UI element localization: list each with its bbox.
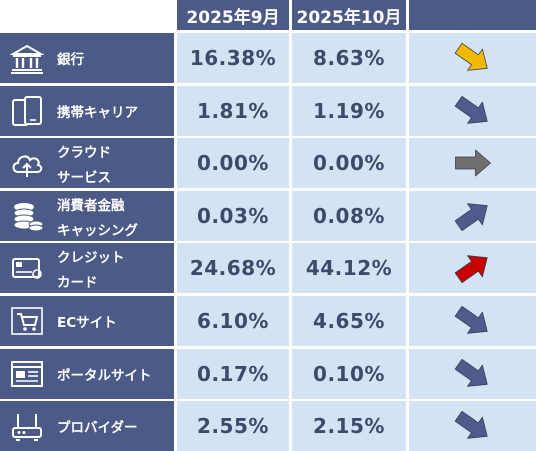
value-oct-2025: 0.00% bbox=[292, 138, 406, 188]
value-oct-2025: 4.65% bbox=[292, 296, 406, 346]
category-label: キャッシング bbox=[57, 222, 138, 239]
value-oct-2025: 44.12% bbox=[292, 243, 406, 293]
web-portal-icon bbox=[10, 358, 44, 390]
trend-arrow-down bbox=[454, 305, 488, 334]
category-label: ECサイト bbox=[57, 315, 117, 331]
value-sep-2025: 0.00% bbox=[177, 138, 289, 188]
trend-arrow-down bbox=[454, 358, 488, 387]
value-sep-2025: 2.55% bbox=[177, 401, 289, 451]
router-icon bbox=[10, 410, 44, 442]
value-sep-2025: 1.81% bbox=[177, 86, 289, 136]
value-sep-2025: 6.10% bbox=[177, 296, 289, 346]
value-oct-2025: 0.10% bbox=[292, 349, 406, 399]
category-label: カード bbox=[57, 274, 98, 291]
shopping-cart-icon bbox=[10, 305, 44, 337]
category-label: クラウド bbox=[57, 144, 111, 161]
value-oct-2025: 8.63% bbox=[292, 33, 406, 83]
category-cell: クラウド サービス bbox=[0, 138, 174, 188]
category-label: クレジット bbox=[57, 249, 125, 266]
header-oct-2025: 2025年10月 bbox=[292, 0, 406, 30]
value-sep-2025: 24.68% bbox=[177, 243, 289, 293]
value-oct-2025: 2.15% bbox=[292, 401, 406, 451]
trend-arrow-down bbox=[454, 42, 488, 71]
header-trend bbox=[409, 0, 536, 30]
trend-cell bbox=[409, 243, 536, 293]
value-sep-2025: 0.17% bbox=[177, 349, 289, 399]
category-cell: クレジット カード bbox=[0, 243, 174, 293]
trend-cell bbox=[409, 86, 536, 136]
category-cell: ポータルサイト bbox=[0, 349, 174, 399]
value-oct-2025: 1.19% bbox=[292, 86, 406, 136]
category-label: 銀行 bbox=[57, 52, 84, 68]
value-sep-2025: 0.03% bbox=[177, 191, 289, 241]
trend-cell bbox=[409, 349, 536, 399]
category-cell: プロバイダー bbox=[0, 401, 174, 451]
trend-arrow-flat bbox=[455, 149, 491, 177]
category-label: サービス bbox=[57, 169, 111, 186]
credit-card-icon bbox=[10, 252, 44, 284]
trend-arrow-down bbox=[454, 410, 488, 439]
trend-cell bbox=[409, 296, 536, 346]
trend-cell bbox=[409, 33, 536, 83]
category-cell: ECサイト bbox=[0, 296, 174, 346]
value-oct-2025: 0.08% bbox=[292, 191, 406, 241]
trend-arrow-down bbox=[454, 95, 488, 124]
cloud-icon bbox=[10, 147, 44, 179]
category-cell: 消費者金融キャッシング bbox=[0, 191, 174, 241]
trend-cell bbox=[409, 191, 536, 241]
category-label: 消費者金融 bbox=[57, 197, 125, 214]
coins-icon bbox=[10, 200, 44, 232]
trend-cell bbox=[409, 401, 536, 451]
header-corner bbox=[0, 0, 174, 30]
category-label: 携帯キャリア bbox=[57, 105, 138, 121]
trend-arrow-up bbox=[454, 203, 488, 232]
value-sep-2025: 16.38% bbox=[177, 33, 289, 83]
smartphone-icon bbox=[10, 95, 44, 127]
category-label: ポータルサイト bbox=[57, 368, 152, 384]
trend-arrow-up bbox=[454, 255, 488, 284]
category-cell: 銀行 bbox=[0, 33, 174, 83]
category-label: プロバイダー bbox=[57, 420, 138, 436]
bank-icon bbox=[9, 42, 45, 74]
trend-cell bbox=[409, 138, 536, 188]
header-sep-2025: 2025年9月 bbox=[177, 0, 289, 30]
category-cell: 携帯キャリア bbox=[0, 86, 174, 136]
